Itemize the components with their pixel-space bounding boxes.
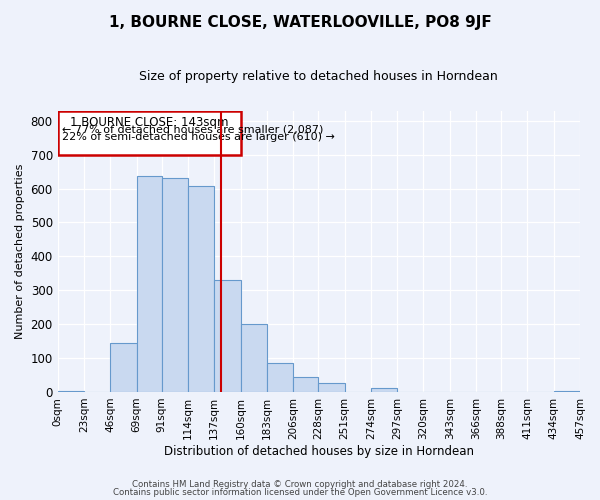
Text: 1, BOURNE CLOSE, WATERLOOVILLE, PO8 9JF: 1, BOURNE CLOSE, WATERLOOVILLE, PO8 9JF	[109, 15, 491, 30]
Text: Contains public sector information licensed under the Open Government Licence v3: Contains public sector information licen…	[113, 488, 487, 497]
Bar	[267, 364, 293, 392]
Bar	[137, 176, 161, 392]
Text: 22% of semi-detached houses are larger (610) →: 22% of semi-detached houses are larger (…	[62, 132, 335, 141]
Bar	[188, 186, 214, 392]
Title: Size of property relative to detached houses in Horndean: Size of property relative to detached ho…	[139, 70, 498, 83]
FancyBboxPatch shape	[58, 110, 241, 154]
Bar	[214, 280, 241, 392]
X-axis label: Distribution of detached houses by size in Horndean: Distribution of detached houses by size …	[164, 444, 474, 458]
Text: Contains HM Land Registry data © Crown copyright and database right 2024.: Contains HM Land Registry data © Crown c…	[132, 480, 468, 489]
Text: 1 BOURNE CLOSE: 143sqm: 1 BOURNE CLOSE: 143sqm	[70, 116, 229, 128]
Bar	[58, 391, 84, 392]
Bar	[110, 344, 137, 392]
Bar	[241, 324, 267, 392]
Bar	[371, 388, 397, 392]
Bar	[554, 391, 580, 392]
Bar	[293, 378, 318, 392]
Text: ← 77% of detached houses are smaller (2,087): ← 77% of detached houses are smaller (2,…	[62, 125, 323, 135]
Y-axis label: Number of detached properties: Number of detached properties	[15, 164, 25, 339]
Bar	[318, 383, 344, 392]
Bar	[161, 178, 188, 392]
